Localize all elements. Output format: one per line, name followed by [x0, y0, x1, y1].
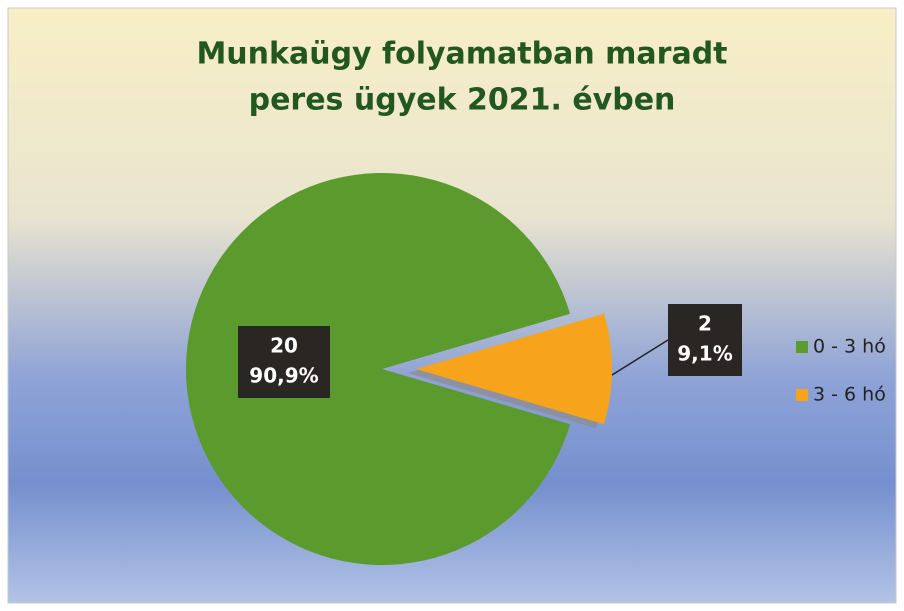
- data-label: 9,1%: [677, 342, 732, 366]
- data-label: 20: [270, 334, 298, 358]
- chart-title: Munkaügy folyamatban maradt: [196, 37, 727, 72]
- data-label-box: [238, 326, 330, 398]
- data-label: 90,9%: [249, 364, 318, 388]
- pie-slice: [186, 172, 571, 566]
- leader-line: [611, 339, 669, 376]
- pie-slice: [416, 313, 612, 425]
- legend-label: 0 - 3 hó: [813, 336, 886, 358]
- legend-swatch: [796, 341, 808, 353]
- legend-label: 3 - 6 hó: [813, 384, 886, 406]
- chart-title: peres ügyek 2021. évben: [249, 83, 676, 118]
- legend-swatch: [796, 389, 808, 401]
- data-label: 2: [698, 312, 712, 336]
- data-label-box: [668, 304, 742, 376]
